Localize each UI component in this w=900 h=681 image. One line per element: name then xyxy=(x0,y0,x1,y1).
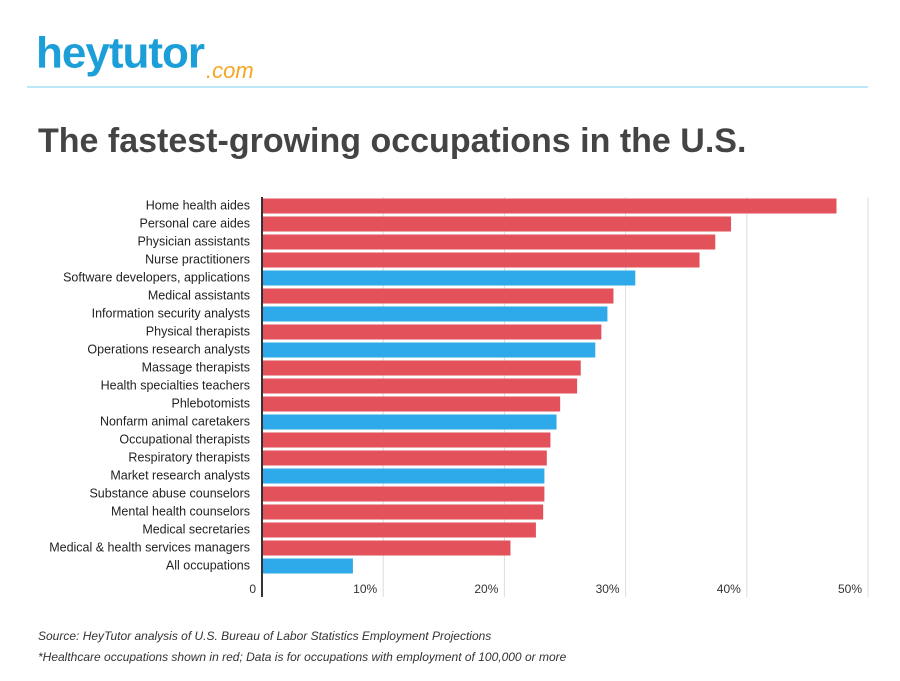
bar xyxy=(262,360,581,376)
y-tick-label: Occupational therapists xyxy=(119,432,250,446)
bar xyxy=(262,450,547,466)
y-tick-label: Medical & health services managers xyxy=(49,540,250,554)
bar xyxy=(262,540,511,556)
x-tick-label: 30% xyxy=(596,582,620,596)
y-tick-label: Phlebotomists xyxy=(171,396,250,410)
y-tick-label: Health specialties teachers xyxy=(101,378,250,392)
y-tick-label: Home health aides xyxy=(146,198,250,212)
y-tick-label: Personal care aides xyxy=(140,216,250,230)
x-tick-label: 20% xyxy=(474,582,498,596)
y-tick-label: Massage therapists xyxy=(142,360,250,374)
y-tick-label: Information security analysts xyxy=(92,306,250,320)
bar xyxy=(262,486,545,502)
x-tick-label: 40% xyxy=(717,582,741,596)
y-tick-label: Operations research analysts xyxy=(87,342,250,356)
y-tick-label: Medical secretaries xyxy=(142,522,250,536)
bar xyxy=(262,522,536,538)
y-tick-label: All occupations xyxy=(166,558,250,572)
y-tick-label: Nurse practitioners xyxy=(145,252,250,266)
y-tick-label: Medical assistants xyxy=(148,288,250,302)
bar xyxy=(262,324,602,340)
bar xyxy=(262,288,614,304)
bar xyxy=(262,414,557,430)
y-tick-label: Respiratory therapists xyxy=(128,450,250,464)
chart-title: The fastest-growing occupations in the U… xyxy=(38,122,746,160)
bar xyxy=(262,270,636,286)
x-tick-label: 0 xyxy=(249,582,256,596)
bar xyxy=(262,396,561,412)
logo-domain: .com xyxy=(206,58,254,83)
bar xyxy=(262,468,545,484)
bar xyxy=(262,306,608,322)
bar xyxy=(262,378,578,394)
bar xyxy=(262,504,544,520)
y-tick-label: Substance abuse counselors xyxy=(89,486,250,500)
y-tick-label: Nonfarm animal caretakers xyxy=(100,414,250,428)
y-tick-label: Physician assistants xyxy=(137,234,250,248)
y-tick-label: Market research analysts xyxy=(110,468,250,482)
footnote: *Healthcare occupations shown in red; Da… xyxy=(38,650,567,664)
y-tick-label: Software developers, applications xyxy=(63,270,250,284)
bar xyxy=(262,342,596,358)
logo-text: heytutor xyxy=(36,29,205,78)
bar xyxy=(262,558,353,574)
y-tick-label: Mental health counselors xyxy=(111,504,250,518)
x-tick-label: 10% xyxy=(353,582,377,596)
bar xyxy=(262,252,700,268)
bar xyxy=(262,432,551,448)
bar xyxy=(262,234,716,250)
bar xyxy=(262,198,837,214)
source-note: Source: HeyTutor analysis of U.S. Bureau… xyxy=(38,629,491,643)
x-tick-label: 50% xyxy=(838,582,862,596)
bar xyxy=(262,216,732,232)
y-tick-label: Physical therapists xyxy=(146,324,250,338)
